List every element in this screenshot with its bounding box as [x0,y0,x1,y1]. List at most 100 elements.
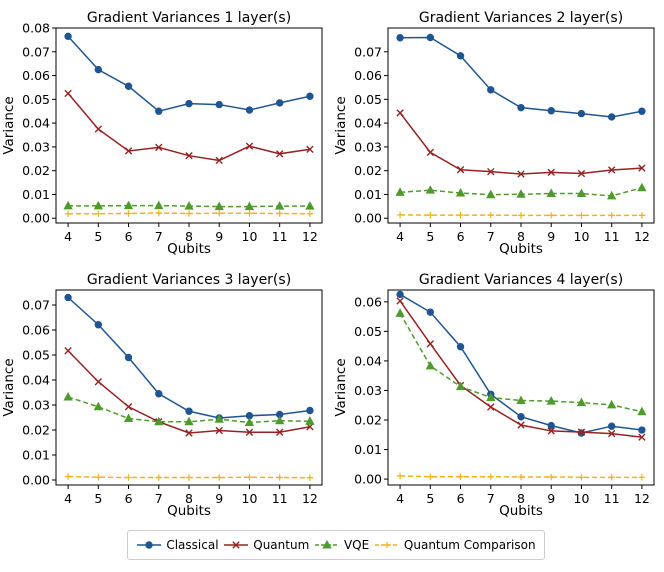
data-point-quantum [396,109,404,117]
data-point-quantum-comparison [487,473,494,480]
data-point-classical [64,32,72,41]
x-axis-label: Qubits [499,241,543,257]
data-point-quantum [245,428,254,436]
x-tick-label: 9 [215,229,223,244]
data-point-quantum-comparison [246,474,253,481]
y-tick-label: 0.07 [22,44,50,59]
data-point-quantum-comparison [608,474,615,481]
data-point-classical [607,422,616,430]
data-point-vqe [154,416,164,426]
y-tick-label: 0.07 [22,298,50,313]
data-point-classical [426,33,435,42]
data-point-classical [426,308,435,316]
legend-marker-icon [322,539,332,549]
data-point-classical [456,343,465,351]
data-point-classical [185,99,193,108]
series-line-classical [67,296,311,419]
plot-frame [387,27,655,224]
subplot-4-layer: Gradient Variances 4 layer(s) 0.00 0.01 0.0… [333,272,655,519]
x-tick-label: 7 [487,491,495,506]
series-quantum-comparison [64,209,314,217]
x-axis-label: Qubits [499,503,543,519]
data-point-classical [577,109,586,118]
data-point-quantum [215,426,223,435]
data-point-quantum-comparison [306,210,314,217]
y-tick-label: 0.06 [354,68,382,83]
data-point-classical [547,107,555,115]
data-point-quantum-comparison [457,473,464,480]
data-point-vqe [275,415,285,425]
y-tick-label: 0.05 [22,92,50,107]
data-point-quantum-comparison [578,474,585,481]
data-point-quantum [215,156,223,165]
legend-item-quantum-comparison: Quantum Comparison [374,538,536,552]
data-point-classical [245,106,254,114]
data-point-classical [638,107,646,115]
data-point-quantum-comparison [64,210,72,217]
data-point-vqe [576,188,587,198]
legend-swatch-triangle-icon [314,539,339,549]
y-tick-label: 0.00 [22,211,50,226]
y-tick-label: 0.08 [22,21,50,36]
x-tick-label: 6 [125,229,133,244]
data-point-classical [124,82,133,90]
series-quantum [396,109,646,178]
data-point-classical [638,426,646,434]
x-tick-label: 12 [634,229,650,244]
data-point-classical [396,290,404,299]
y-tick-label: 0.04 [22,116,50,131]
y-tick-label: 0.06 [22,68,50,83]
x-tick-label: 11 [272,229,288,244]
x-axis-label: Qubits [167,503,211,519]
x-tick-label: 5 [426,229,434,244]
y-tick-label: 0.03 [22,139,50,154]
data-point-quantum [124,403,133,411]
data-point-quantum-comparison [487,211,494,219]
series-line-vqe [399,312,643,413]
data-point-quantum-comparison [185,474,193,481]
chart-title: Gradient Variances 1 layer(s) [87,10,291,26]
data-point-quantum [577,428,586,436]
data-point-quantum-comparison [125,210,132,217]
data-point-vqe [305,416,315,425]
x-tick-label: 7 [155,491,163,506]
y-tick-label: 0.00 [354,472,382,487]
data-point-quantum-comparison [95,210,102,217]
data-point-quantum [396,297,404,305]
x-tick-label: 12 [634,491,650,506]
x-tick-label: 11 [604,491,620,506]
data-point-quantum [124,147,133,155]
data-point-vqe [244,201,255,211]
data-point-quantum [517,170,525,178]
data-point-vqe [395,187,405,196]
data-point-quantum-comparison [548,473,555,481]
x-tick-label: 8 [517,491,525,506]
data-point-quantum-comparison [95,474,102,481]
y-tick-label: 0.02 [354,163,382,178]
data-point-vqe [275,201,285,210]
series-vqe [395,182,647,200]
data-point-quantum [577,169,586,178]
x-tick-label: 10 [574,229,590,244]
legend-item-vqe: VQE [314,538,369,552]
series-line-quantum [399,112,642,175]
data-point-quantum-comparison [578,212,585,219]
plot-frame [55,289,323,486]
data-point-quantum-comparison [427,211,434,219]
data-point-vqe [516,395,526,404]
y-tick-label: 0.00 [22,473,50,488]
data-point-quantum-comparison [306,474,314,481]
data-point-quantum [426,148,435,157]
data-point-quantum-comparison [427,473,434,480]
data-point-quantum [547,427,555,435]
data-point-classical [456,52,465,60]
y-tick-label: 0.07 [354,44,382,59]
x-tick-label: 7 [155,229,163,244]
data-point-quantum [94,125,103,133]
y-tick-label: 0.03 [354,139,382,154]
legend-swatch-plus-icon [374,541,399,549]
data-point-classical [396,34,404,42]
data-point-vqe [154,200,164,210]
data-point-quantum [245,142,254,150]
x-tick-label: 5 [94,229,102,244]
